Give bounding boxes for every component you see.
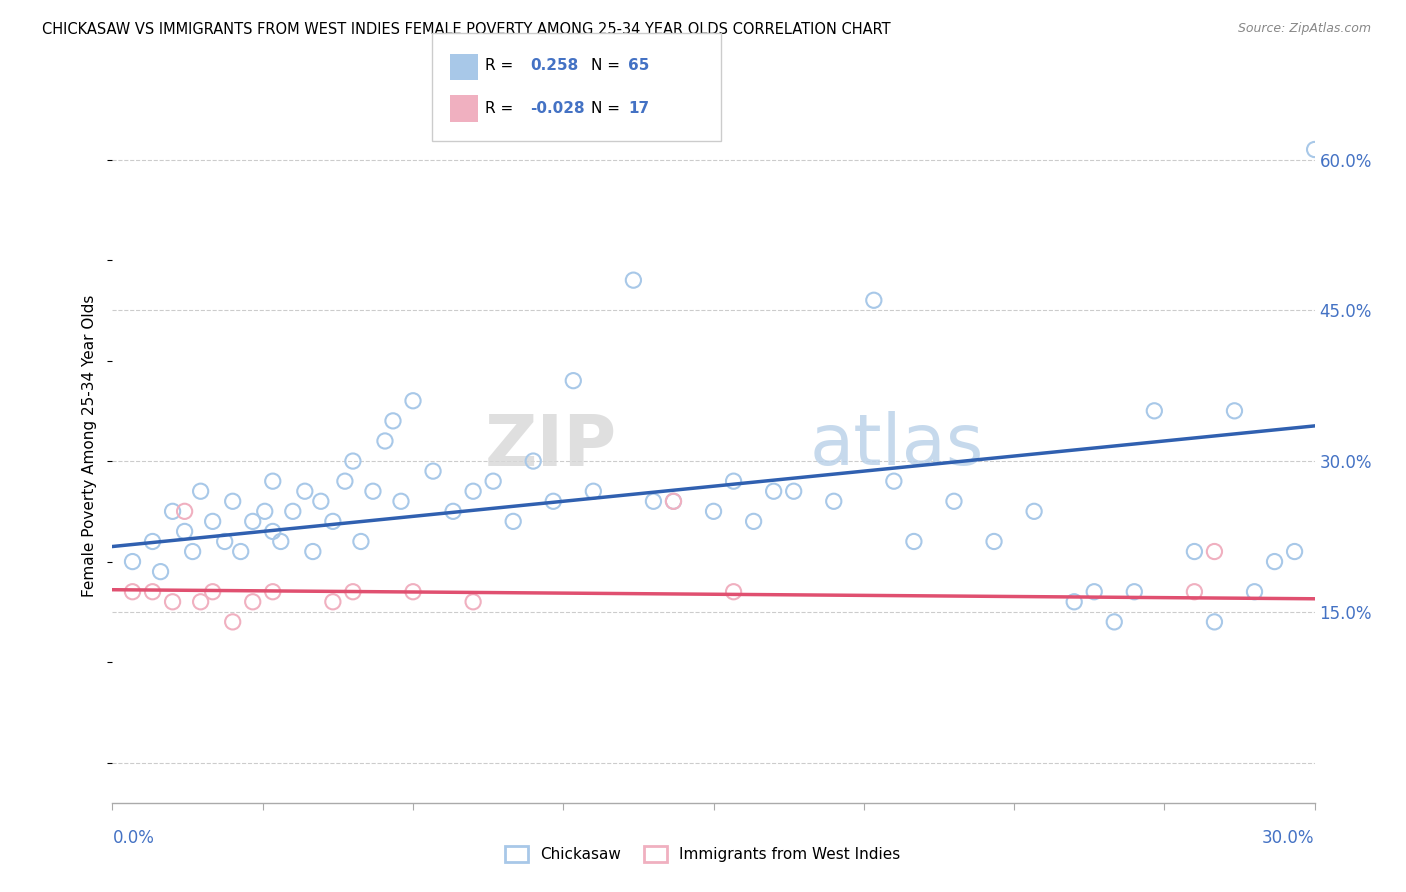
Point (621, 273, 644, 287)
Point (342, 454, 364, 468)
Point (141, 534, 163, 549)
Point (121, 555, 143, 569)
Point (262, 584, 284, 599)
Point (162, 504, 184, 518)
Point (201, 515, 224, 529)
Point (141, 584, 163, 599)
Point (643, 494, 665, 508)
Point (342, 584, 364, 599)
Point (173, 504, 195, 518)
Point (1083, 584, 1105, 599)
Point (522, 454, 544, 468)
Point (302, 544, 325, 558)
Point (562, 374, 585, 388)
Point (322, 515, 344, 529)
Point (361, 484, 384, 499)
Point (262, 474, 284, 488)
Point (242, 515, 264, 529)
Point (1243, 584, 1265, 599)
Point (173, 524, 195, 539)
Point (1143, 404, 1166, 418)
Point (281, 504, 304, 518)
Point (422, 464, 444, 478)
Text: N =: N = (591, 58, 624, 72)
Point (543, 494, 565, 508)
Text: ZIP: ZIP (485, 411, 617, 481)
Point (1184, 544, 1206, 558)
Point (270, 534, 292, 549)
Point (214, 534, 236, 549)
Point (333, 474, 356, 488)
Point (1063, 595, 1085, 609)
Point (461, 484, 484, 499)
Point (222, 494, 245, 508)
Point (181, 544, 204, 558)
Point (222, 615, 245, 629)
Text: 30.0%: 30.0% (1263, 829, 1315, 847)
Point (1184, 584, 1206, 599)
Point (229, 544, 252, 558)
Point (1204, 544, 1226, 558)
Point (309, 494, 332, 508)
Point (441, 504, 464, 518)
Point (1284, 544, 1306, 558)
Point (374, 434, 396, 448)
Point (162, 595, 184, 609)
Text: N =: N = (591, 102, 624, 116)
Point (1123, 584, 1146, 599)
Point (662, 494, 685, 508)
Point (742, 515, 765, 529)
Point (723, 584, 745, 599)
Point (1204, 615, 1226, 629)
Point (1024, 504, 1046, 518)
Point (782, 484, 804, 499)
Point (350, 534, 373, 549)
Point (190, 484, 212, 499)
Point (823, 494, 845, 508)
Point (502, 515, 524, 529)
Point (883, 474, 905, 488)
Point (1102, 615, 1125, 629)
Text: atlas: atlas (810, 411, 984, 481)
Text: 0.0%: 0.0% (112, 829, 155, 847)
Text: 65: 65 (628, 58, 650, 72)
Point (201, 584, 224, 599)
Point (482, 474, 505, 488)
Point (402, 584, 425, 599)
Point (242, 595, 264, 609)
Point (322, 595, 344, 609)
Point (762, 484, 785, 499)
Point (262, 524, 284, 539)
Point (1223, 404, 1246, 418)
Point (461, 595, 484, 609)
Point (942, 494, 965, 508)
Point (863, 293, 886, 308)
Legend: Chickasaw, Immigrants from West Indies: Chickasaw, Immigrants from West Indies (499, 840, 907, 868)
Y-axis label: Female Poverty Among 25-34 Year Olds: Female Poverty Among 25-34 Year Olds (82, 295, 97, 597)
Text: CHICKASAW VS IMMIGRANTS FROM WEST INDIES FEMALE POVERTY AMONG 25-34 YEAR OLDS CO: CHICKASAW VS IMMIGRANTS FROM WEST INDIES… (42, 22, 891, 37)
Point (253, 504, 276, 518)
Point (1303, 143, 1326, 157)
Text: 0.258: 0.258 (530, 58, 578, 72)
Point (294, 484, 316, 499)
Point (903, 534, 925, 549)
Point (582, 484, 605, 499)
Point (121, 584, 143, 599)
Point (702, 504, 725, 518)
Point (983, 534, 1005, 549)
Text: 17: 17 (628, 102, 650, 116)
Point (382, 414, 405, 428)
Point (662, 494, 685, 508)
Text: Source: ZipAtlas.com: Source: ZipAtlas.com (1237, 22, 1371, 36)
Point (389, 494, 412, 508)
Text: R =: R = (485, 58, 519, 72)
Text: -0.028: -0.028 (530, 102, 585, 116)
Point (402, 393, 425, 408)
Point (1264, 555, 1286, 569)
Point (723, 474, 745, 488)
Text: R =: R = (485, 102, 519, 116)
Point (149, 565, 172, 579)
Point (190, 595, 212, 609)
